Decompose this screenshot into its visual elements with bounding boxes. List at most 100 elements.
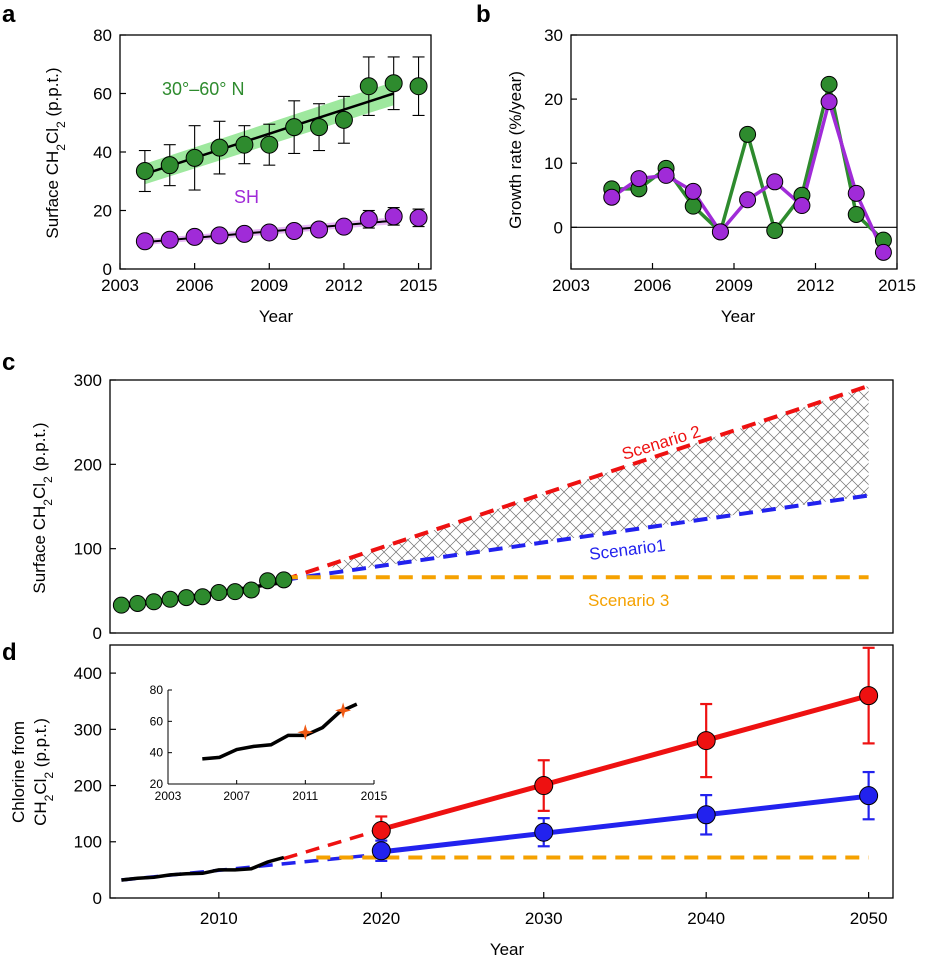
chart-b-line-green <box>611 83 885 242</box>
chart-c-scenario-line-red <box>283 384 870 582</box>
inset-star-marker <box>297 724 314 741</box>
chart-d-ytick-label: 400 <box>74 664 102 683</box>
chart-d-point-red_points <box>534 776 554 796</box>
chart-c-ytick-label: 300 <box>74 371 102 390</box>
panel-a-ylabel: Surface CH2Cl2 (p.p.t.) <box>43 67 68 238</box>
inset-ytick-label: 60 <box>150 714 164 728</box>
chart-a-point-green <box>135 162 154 181</box>
chart-a-point-green <box>409 77 428 96</box>
chart-b-ytick-label: 0 <box>554 218 563 237</box>
chart-b-xtick-label: 2009 <box>715 276 753 295</box>
chart-b-point-purple <box>657 166 675 184</box>
chart-a-ytick-label: 60 <box>93 84 112 103</box>
chart-b-xtick-label: 2003 <box>552 276 590 295</box>
chart-c-observed-point <box>177 589 195 607</box>
panel-label-a: a <box>2 1 16 28</box>
chart-d-red-solid <box>380 693 870 832</box>
chart-a-point-purple <box>334 217 353 236</box>
chart-a-point-green <box>210 138 229 157</box>
chart-a-point-green <box>359 77 378 96</box>
legend-sh: SH <box>234 187 259 207</box>
inset-xtick-label: 2011 <box>292 789 318 803</box>
panel-a-xlabel: Year <box>259 307 294 326</box>
chart-b-frame <box>570 34 898 270</box>
chart-a-xtick-label: 2009 <box>250 276 288 295</box>
chart-d-ytick-label: 300 <box>74 720 102 739</box>
chart-c-observed-point <box>194 588 212 606</box>
chart-b-xtick-label: 2006 <box>634 276 672 295</box>
chart-a-xtick-label: 2015 <box>400 276 438 295</box>
legend-30-60n: 30°–60° N <box>162 79 244 99</box>
chart-d-point-red_points <box>371 821 391 841</box>
chart-c-observed-point <box>275 571 293 589</box>
chart-b-point-purple <box>684 182 702 200</box>
scenario-1-label: Scenario1 <box>588 536 666 564</box>
chart-d-blue-solid <box>381 793 869 855</box>
chart-b-xtick-label: 2015 <box>878 276 916 295</box>
chart-b-point-purple <box>739 191 757 209</box>
chart-b-point-green <box>684 197 702 215</box>
panel-b-ylabel: Growth rate (%/year) <box>506 71 525 229</box>
chart-a-point-green <box>334 110 353 129</box>
chart-c-observed-point <box>112 596 130 614</box>
chart-b-ytick-label: 20 <box>544 90 563 109</box>
chart-c-observed-point <box>226 583 244 601</box>
chart-a-point-purple <box>409 208 428 227</box>
chart-a-point-green <box>285 118 304 137</box>
chart-a-xtick-label: 2003 <box>101 276 139 295</box>
panel-label-d: d <box>2 639 17 666</box>
chart-a-point-purple <box>135 232 154 251</box>
scenario-3-label: Scenario 3 <box>588 591 669 610</box>
chart-a-point-green <box>310 118 329 137</box>
panel-label-c: c <box>2 349 15 376</box>
chart-b-point-purple <box>603 188 621 206</box>
chart-a-xtick-label: 2012 <box>325 276 363 295</box>
chart-c-observed-point <box>242 581 260 599</box>
chart-b-point-purple <box>820 93 838 111</box>
chart-a-point-green <box>185 148 204 167</box>
chart-b-point-purple <box>793 197 811 215</box>
chart-c-ytick-label: 0 <box>93 624 102 643</box>
chart-a-ytick-label: 20 <box>93 201 112 220</box>
chart-c-observed-point <box>129 594 147 612</box>
inset-background <box>168 690 374 784</box>
chart-b-point-purple <box>766 173 784 191</box>
chart-d-point-blue_points <box>371 841 391 861</box>
chart-c-observed-point <box>259 572 277 590</box>
chart-a-ytick-label: 40 <box>93 143 112 162</box>
chart-a-ytick-label: 0 <box>103 260 112 279</box>
inset-ytick-label: 20 <box>150 777 164 791</box>
chart-a-point-purple <box>185 227 204 246</box>
chart-a-point-purple <box>310 220 329 239</box>
chart-a-xtick-label: 2006 <box>176 276 214 295</box>
chart-c-ytick-label: 100 <box>74 540 102 559</box>
inset-xtick-label: 2003 <box>155 789 182 803</box>
chart-d-xtick-label: 2030 <box>525 909 563 928</box>
chart-d-frame <box>109 644 894 899</box>
chart-a-point-purple <box>359 210 378 229</box>
chart-b-xtick-label: 2012 <box>797 276 835 295</box>
chart-b-point-green <box>766 222 784 240</box>
chart-a-point-purple <box>235 224 254 243</box>
chart-d-xtick-label: 2050 <box>850 909 888 928</box>
chart-d-point-blue_points <box>859 786 879 806</box>
panel-d-ylabel-line2: CH2Cl2 (p.p.t.) <box>31 718 56 826</box>
chart-c-observed-point <box>210 584 228 602</box>
chart-a-point-green <box>235 135 254 154</box>
inset-xtick-label: 2015 <box>361 789 388 803</box>
chart-d-point-blue_points <box>696 805 716 825</box>
chart-d-xtick-label: 2010 <box>200 909 238 928</box>
chart-a-point-purple <box>160 230 179 249</box>
chart-d-ytick-label: 0 <box>93 889 102 908</box>
chart-b-line-purple <box>610 95 885 254</box>
inset-observed-line <box>202 702 358 761</box>
chart-a-point-green <box>160 156 179 175</box>
inset-ytick-label: 80 <box>150 683 164 697</box>
chart-b-ytick-label: 10 <box>544 154 563 173</box>
chart-b-point-green <box>739 125 757 143</box>
chart-a-point-purple <box>260 223 279 242</box>
chart-d-point-red_points <box>696 731 716 751</box>
chart-c-ytick-label: 200 <box>74 455 102 474</box>
panel-b-xlabel: Year <box>721 307 756 326</box>
